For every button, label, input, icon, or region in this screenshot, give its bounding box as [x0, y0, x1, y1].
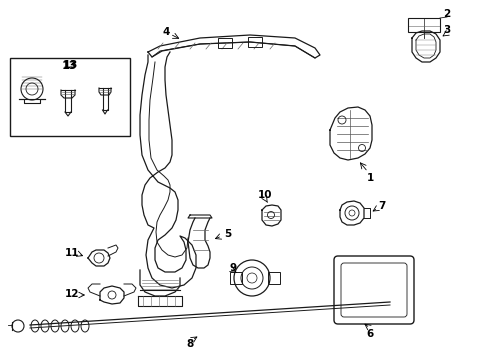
Text: 2: 2: [443, 9, 450, 19]
Bar: [229, 272, 242, 284]
Bar: [10, 58, 130, 136]
Bar: [267, 272, 280, 284]
Bar: [247, 37, 262, 47]
Text: 11: 11: [64, 248, 79, 258]
Text: 5: 5: [224, 229, 231, 239]
Bar: [407, 18, 439, 32]
Text: 10: 10: [257, 190, 272, 200]
Text: 13: 13: [61, 61, 77, 71]
Text: 6: 6: [366, 329, 373, 339]
Text: 7: 7: [378, 201, 385, 211]
Bar: [218, 38, 231, 48]
Text: 9: 9: [229, 263, 236, 273]
Text: 4: 4: [162, 27, 169, 37]
Text: 12: 12: [64, 289, 79, 299]
Text: 1: 1: [366, 173, 373, 183]
Text: 13: 13: [62, 60, 78, 70]
Text: 8: 8: [186, 339, 193, 349]
Text: 3: 3: [443, 25, 450, 35]
